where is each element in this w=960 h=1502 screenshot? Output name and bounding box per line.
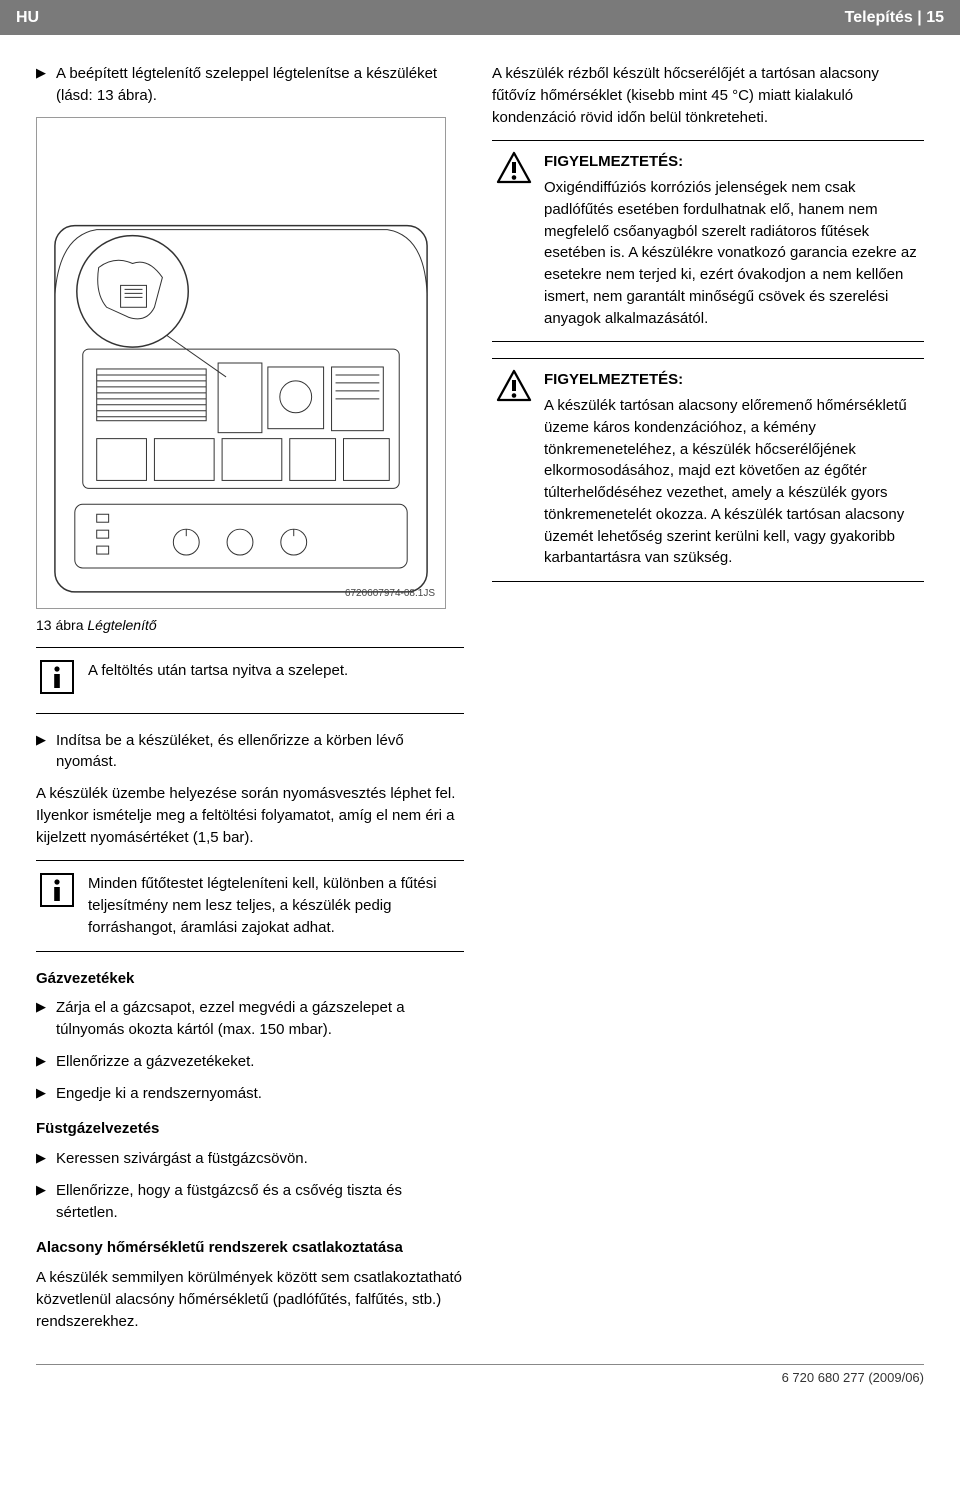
bullet-text: A beépített légtelenítő szeleppel légtel… [56, 63, 464, 107]
warning-body: Oxigéndiffúziós korróziós jelenségek nem… [544, 177, 920, 329]
page-header: HU Telepítés | 15 [0, 0, 960, 35]
left-column: ▶ A beépített légtelenítő szeleppel légt… [36, 63, 464, 1344]
right-column: A készülék rézből készült hőcserélőjét a… [492, 63, 924, 1344]
bullet-item: ▶Ellenőrizze a gázvezetékeket. [36, 1051, 464, 1073]
warning-icon [496, 369, 532, 569]
header-section: Telepítés | 15 [845, 6, 944, 29]
boiler-diagram [37, 118, 445, 608]
section-heading-flue: Füstgázelvezetés [36, 1118, 464, 1140]
triangle-bullet-icon: ▶ [36, 1148, 46, 1170]
bullet-item: ▶ Indítsa be a készüléket, és ellenőrizz… [36, 730, 464, 774]
triangle-bullet-icon: ▶ [36, 730, 46, 774]
header-lang: HU [16, 6, 39, 29]
warning-box: FIGYELMEZTETÉS: A készülék tartósan alac… [492, 358, 924, 582]
info-icon [40, 873, 76, 938]
info-text: A feltöltés után tartsa nyitva a szelepe… [88, 660, 460, 701]
info-icon [40, 660, 76, 701]
paragraph: A készülék üzembe helyezése során nyomás… [36, 783, 464, 848]
warning-box: FIGYELMEZTETÉS: Oxigéndiffúziós korrózió… [492, 140, 924, 342]
section-heading-lowtemp: Alacsony hőmérsékletű rendszerek csatlak… [36, 1237, 464, 1259]
figure-caption: 13 ábra Légtelenítő [36, 615, 464, 635]
triangle-bullet-icon: ▶ [36, 1180, 46, 1224]
bullet-item: ▶Ellenőrizze, hogy a füstgázcső és a cső… [36, 1180, 464, 1224]
info-text: Minden fűtőtestet légteleníteni kell, kü… [88, 873, 460, 938]
paragraph: A készülék semmilyen körülmények között … [36, 1267, 464, 1332]
warning-icon [496, 151, 532, 329]
warning-title: FIGYELMEZTETÉS: [544, 151, 920, 173]
figure-ref: 6720607974-08.1JS [345, 587, 435, 602]
bullet-item: ▶Keressen szivárgást a füstgázcsövön. [36, 1148, 464, 1170]
info-box: Minden fűtőtestet légteleníteni kell, kü… [36, 860, 464, 951]
paragraph: A készülék rézből készült hőcserélőjét a… [492, 63, 924, 128]
bullet-text: Indítsa be a készüléket, és ellenőrizze … [56, 730, 464, 774]
warning-body: A készülék tartósan alacsony előremenő h… [544, 395, 920, 569]
warning-title: FIGYELMEZTETÉS: [544, 369, 920, 391]
info-box: A feltöltés után tartsa nyitva a szelepe… [36, 647, 464, 714]
triangle-bullet-icon: ▶ [36, 1083, 46, 1105]
triangle-bullet-icon: ▶ [36, 1051, 46, 1073]
bullet-item: ▶ A beépített légtelenítő szeleppel légt… [36, 63, 464, 107]
triangle-bullet-icon: ▶ [36, 63, 46, 107]
bullet-item: ▶Zárja el a gázcsapot, ezzel megvédi a g… [36, 997, 464, 1041]
triangle-bullet-icon: ▶ [36, 997, 46, 1041]
figure-13: 6720607974-08.1JS [36, 117, 446, 609]
page-footer: 6 720 680 277 (2009/06) [36, 1364, 924, 1402]
bullet-item: ▶Engedje ki a rendszernyomást. [36, 1083, 464, 1105]
section-heading-gas: Gázvezetékek [36, 968, 464, 990]
